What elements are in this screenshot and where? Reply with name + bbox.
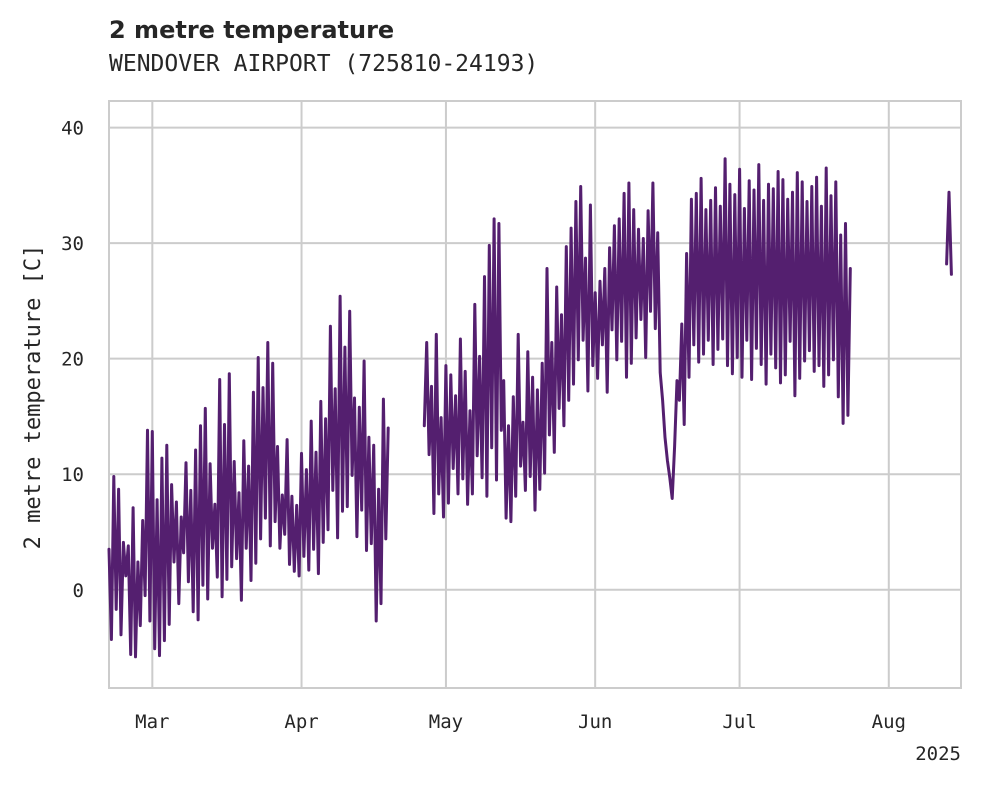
x-tick-label: May bbox=[429, 711, 463, 733]
y-tick-label: 10 bbox=[61, 464, 84, 486]
x-tick-label: Mar bbox=[135, 711, 169, 733]
x-tick-label: Aug bbox=[872, 711, 906, 733]
y-tick-label: 0 bbox=[73, 580, 84, 602]
x-tick-labels: Mar Apr May Jun Jul Aug bbox=[135, 711, 906, 733]
plot-frame bbox=[108, 100, 962, 689]
chart-subtitle: WENDOVER AIRPORT (725810-24193) bbox=[109, 51, 539, 77]
temperature-series-line bbox=[945, 190, 953, 276]
x-year-label: 2025 bbox=[915, 743, 961, 765]
temperature-series-line bbox=[107, 294, 390, 659]
x-tick-label: Apr bbox=[284, 711, 318, 733]
y-tick-label: 40 bbox=[61, 118, 84, 140]
temperature-series-line bbox=[422, 157, 852, 524]
y-tick-label: 30 bbox=[61, 233, 84, 255]
y-tick-label: 20 bbox=[61, 349, 84, 371]
series-layer bbox=[107, 157, 953, 659]
x-tick-label: Jul bbox=[722, 711, 756, 733]
y-axis-label: 2 metre temperature [C] bbox=[21, 245, 46, 550]
x-tick-label: Jun bbox=[578, 711, 612, 733]
y-tick-labels: 0 10 20 30 40 bbox=[61, 118, 84, 602]
chart-title: 2 metre temperature bbox=[109, 16, 395, 44]
